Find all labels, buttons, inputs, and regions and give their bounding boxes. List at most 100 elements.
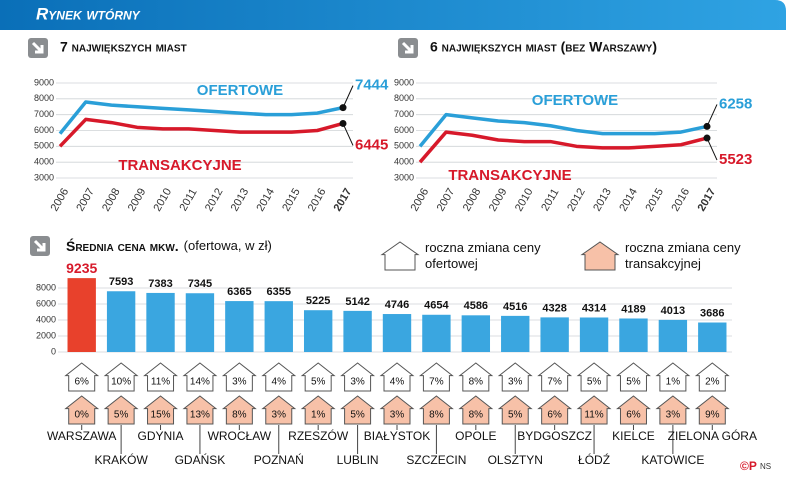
y-tick-label: 5000 (394, 141, 414, 151)
bar-value-label: 7345 (188, 278, 212, 290)
change-label: 3% (508, 377, 523, 388)
change-arrow (300, 362, 336, 392)
x-tick-label: OPOLE (455, 429, 496, 443)
change-arrow (143, 395, 178, 425)
y-tick-label: 4000 (34, 157, 54, 167)
y-tick-label: 8000 (34, 93, 54, 103)
chart-title-text: Średnia cena mkw. (66, 237, 179, 254)
x-tick-label: KATOWICE (641, 453, 704, 467)
x-tick-label: 2009 (487, 186, 510, 213)
section-icon-arrow (33, 239, 46, 252)
y-tick-label: 6000 (394, 125, 414, 135)
x-tick-label: 2014 (617, 186, 640, 213)
change-label: 11% (584, 410, 603, 421)
x-tick-label: ZIELONA GÓRA (668, 428, 757, 443)
end-value-label: 7444 (355, 77, 389, 94)
change-arrow (379, 362, 415, 392)
change-arrow (655, 395, 691, 425)
change-arrow (576, 395, 612, 425)
end-dot (339, 104, 347, 112)
change-arrow (64, 362, 100, 392)
x-tick-label: 2010 (152, 186, 175, 213)
y-tick-label: 3000 (394, 172, 414, 182)
bar (461, 315, 491, 352)
series-line (58, 100, 344, 135)
bar (303, 310, 333, 352)
x-tick-label: RZESZÓW (288, 428, 349, 443)
change-label: 2% (705, 377, 720, 388)
bar-value-label: 6365 (227, 286, 251, 298)
bar (382, 314, 412, 352)
change-label: 10% (111, 377, 131, 388)
bar-value-label: 4516 (503, 301, 527, 313)
end-dot (703, 122, 711, 130)
bar-value-label: 9235 (66, 260, 97, 276)
change-arrow (379, 395, 415, 425)
bar (422, 314, 451, 352)
change-label: 7% (429, 377, 444, 388)
change-label: 3% (666, 410, 681, 421)
x-tick-label: 2013 (591, 186, 614, 213)
change-label: 5% (311, 377, 326, 388)
change-label: 15% (151, 410, 171, 421)
bar-value-label: 4314 (582, 302, 607, 314)
change-label: 8% (232, 410, 247, 421)
bar-value-label: 7383 (148, 278, 172, 290)
change-arrow (458, 395, 494, 425)
bar (225, 301, 254, 352)
header-title: Rynek wtórny (36, 4, 141, 23)
bar (540, 317, 569, 352)
y-tick-label: 8000 (36, 282, 56, 292)
series-label: TRANSAKCYJNE (118, 157, 241, 174)
change-label: 5% (587, 377, 602, 388)
change-label: 3% (350, 377, 365, 388)
x-tick-label: 2012 (565, 186, 588, 213)
change-arrow (103, 395, 139, 425)
y-tick-label: 6000 (36, 298, 56, 308)
x-tick-label: 2017 (696, 186, 719, 213)
change-label: 5% (350, 410, 365, 421)
end-dot (339, 119, 347, 127)
x-tick-label: 2016 (306, 186, 329, 213)
bar (698, 322, 727, 352)
bar (146, 292, 175, 352)
change-label: 5% (114, 410, 129, 421)
bar-value-label: 3686 (700, 307, 724, 319)
bar-value-label: 4586 (464, 300, 488, 312)
change-label: 7% (547, 377, 562, 388)
bar-value-label: 7593 (109, 276, 133, 288)
y-tick-label: 4000 (36, 314, 56, 324)
change-label: 0% (74, 410, 89, 421)
bar (343, 310, 372, 352)
change-arrow (103, 362, 139, 392)
series-label: OFERTOWE (197, 82, 283, 99)
bar-value-label: 4189 (621, 303, 645, 315)
y-tick-label: 9000 (34, 77, 54, 87)
x-tick-label: SZCZECIN (406, 453, 466, 467)
y-tick-label: 2000 (36, 330, 56, 340)
change-label: 4% (272, 377, 287, 388)
legend-text: roczna zmiana ceny ofertowej (425, 240, 541, 271)
end-connector (342, 85, 354, 108)
x-tick-label: 2009 (126, 186, 149, 213)
change-label: 3% (272, 410, 287, 421)
change-label: 1% (311, 410, 326, 421)
y-tick-label: 7000 (394, 109, 414, 119)
author: NS (760, 462, 771, 471)
x-tick-label: 2016 (670, 186, 693, 213)
x-tick-label: 2008 (100, 186, 123, 213)
x-tick-label: 2013 (229, 186, 252, 213)
section-icon-arrow (31, 41, 44, 54)
x-tick-label: 2017 (332, 186, 355, 213)
x-tick-label: GDYNIA (138, 429, 184, 443)
change-arrow (340, 395, 376, 425)
change-label: 6% (74, 377, 89, 388)
x-tick-label: 2011 (539, 187, 561, 213)
series-line (418, 112, 708, 148)
y-tick-label: 8000 (394, 93, 414, 103)
bar (106, 291, 136, 352)
change-label: 3% (232, 377, 247, 388)
x-tick-label: POZNAŃ (254, 452, 304, 467)
change-arrow (616, 395, 651, 425)
change-arrow (458, 362, 494, 392)
